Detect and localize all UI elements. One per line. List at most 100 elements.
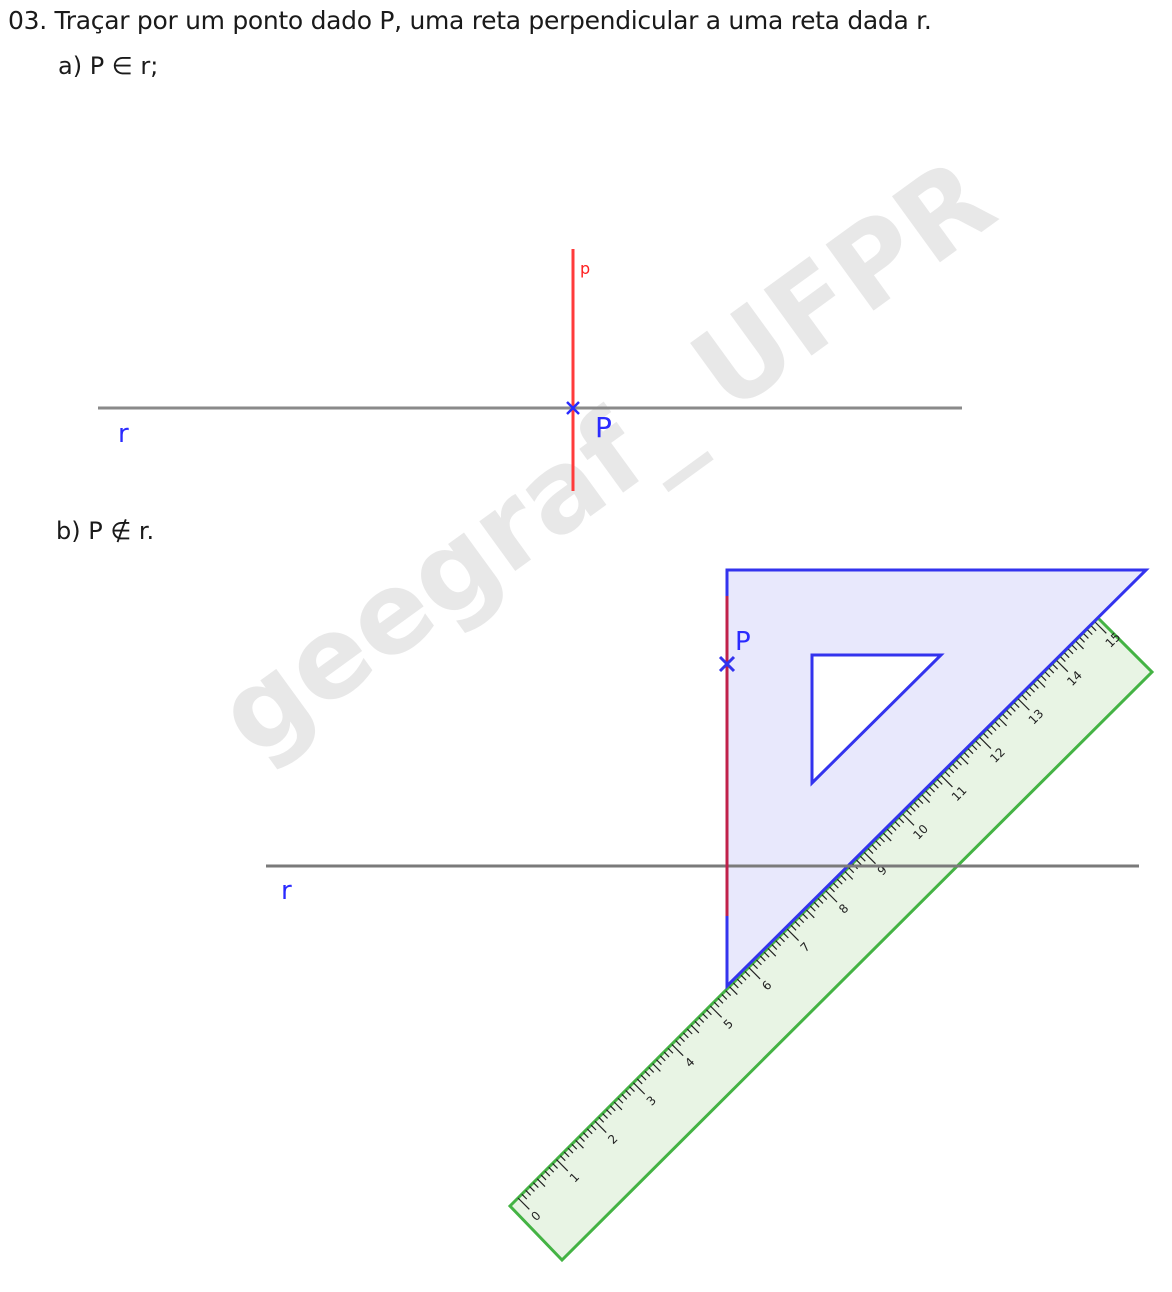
ruler-tick <box>698 1017 705 1023</box>
ruler-tick <box>675 1040 682 1046</box>
ruler-tick <box>632 1082 646 1095</box>
ruler-tick <box>756 959 762 966</box>
ruler-tick <box>894 821 901 828</box>
ruler-tick <box>621 1093 628 1100</box>
ruler-tick <box>725 990 732 997</box>
ruler-tick <box>1006 709 1012 716</box>
ruler-tick <box>844 871 854 880</box>
ruler-tick <box>821 894 828 901</box>
ruler-tick <box>552 1163 558 1169</box>
ruler-tick <box>782 932 789 939</box>
ruler-tick <box>671 1043 684 1057</box>
ruler-tick <box>944 771 951 778</box>
ruler-tick <box>590 1124 597 1131</box>
ruler-tick <box>933 782 939 789</box>
ruler-tick <box>1033 683 1039 689</box>
ruler-tick <box>833 882 839 889</box>
ruler-tick <box>763 951 770 958</box>
point-p-label-b: P <box>735 627 751 657</box>
ruler-tick <box>1067 648 1074 655</box>
ruler-tick <box>640 1074 647 1081</box>
ruler-tick <box>1002 713 1009 720</box>
point-p-label-a: P <box>595 411 612 444</box>
ruler-tick <box>883 832 892 842</box>
ruler-tick <box>713 1001 720 1008</box>
perpendicular-p-label-a: p <box>580 259 590 278</box>
ruler-tick <box>775 940 782 947</box>
ruler-tick <box>571 1143 578 1150</box>
ruler-tick <box>556 1159 569 1172</box>
ruler-tick <box>663 1051 670 1058</box>
ruler-tick <box>836 878 843 885</box>
ruler-tick <box>909 805 916 812</box>
ruler-tick <box>967 748 974 755</box>
ruler-tick <box>917 798 924 805</box>
ruler-tick <box>848 867 855 874</box>
ruler-tick <box>952 763 959 770</box>
ruler-tick <box>579 1136 585 1142</box>
ruler-tick <box>859 855 866 862</box>
ruler-tick <box>606 1109 612 1116</box>
ruler-tick <box>1075 640 1084 650</box>
ruler-tick <box>759 955 766 962</box>
ruler-tick <box>625 1090 632 1096</box>
ruler-tick <box>656 1059 662 1066</box>
ruler-tick <box>1036 679 1046 688</box>
part-a-label: a) P ∈ r; <box>58 52 159 80</box>
ruler-tick <box>990 725 997 732</box>
ruler-tick <box>525 1189 532 1196</box>
ruler-tick <box>1052 663 1059 670</box>
ruler-tick <box>936 779 943 785</box>
ruler-tick <box>617 1097 624 1104</box>
ruler-tick <box>694 1020 701 1027</box>
ruler-tick <box>729 986 738 996</box>
ruler-tick <box>1021 694 1028 701</box>
ruler-tick <box>736 978 743 985</box>
ruler-tick <box>690 1024 700 1034</box>
line-r-label-b: r <box>281 876 292 906</box>
ruler-tick <box>1048 667 1055 674</box>
ruler-tick <box>871 844 878 851</box>
ruler-tick <box>517 1197 530 1210</box>
ruler-tick <box>521 1193 528 1200</box>
ruler-tick <box>752 963 759 970</box>
ruler-tick <box>1083 633 1089 639</box>
ruler-tick <box>721 994 728 1000</box>
ruler-tick <box>575 1139 584 1149</box>
ruler-tick <box>1059 656 1066 662</box>
ruler-tick <box>829 886 835 893</box>
ruler-tick <box>659 1055 666 1062</box>
ruler-ticks <box>517 621 1107 1210</box>
ruler-tick <box>594 1120 607 1133</box>
ruler-tick <box>748 967 761 980</box>
ruler-tick <box>940 775 953 788</box>
ruler-tick <box>652 1063 661 1072</box>
ruler-tick <box>806 909 815 919</box>
ruler-tick <box>559 1155 566 1162</box>
ruler-tick <box>1040 675 1047 682</box>
ruler-tick <box>1086 629 1093 636</box>
ruler-tick <box>529 1186 535 1192</box>
ruler-tick <box>717 997 724 1004</box>
ruler-tick <box>744 971 751 977</box>
ruler-tick <box>875 840 882 847</box>
ruler-tick <box>636 1078 643 1085</box>
ruler-tick <box>779 936 785 943</box>
ruler <box>507 615 1155 1263</box>
ruler-tick <box>686 1028 693 1035</box>
ruler-tick <box>644 1070 651 1077</box>
figure-a: r P p <box>98 249 962 491</box>
exercise-title: 03. Traçar por um ponto dado P, uma reta… <box>8 6 932 35</box>
ruler-tick <box>540 1174 547 1181</box>
ruler-tick <box>802 913 809 920</box>
ruler-tick <box>790 924 797 931</box>
ruler-tick <box>1025 690 1032 697</box>
ruler-tick <box>679 1036 685 1043</box>
ruler-tick <box>609 1105 616 1112</box>
ruler-tick <box>986 729 993 735</box>
ruler-tick <box>948 767 955 774</box>
ruler-tick <box>1063 652 1070 659</box>
ruler-tick <box>786 928 799 941</box>
ruler-tick <box>682 1032 689 1039</box>
